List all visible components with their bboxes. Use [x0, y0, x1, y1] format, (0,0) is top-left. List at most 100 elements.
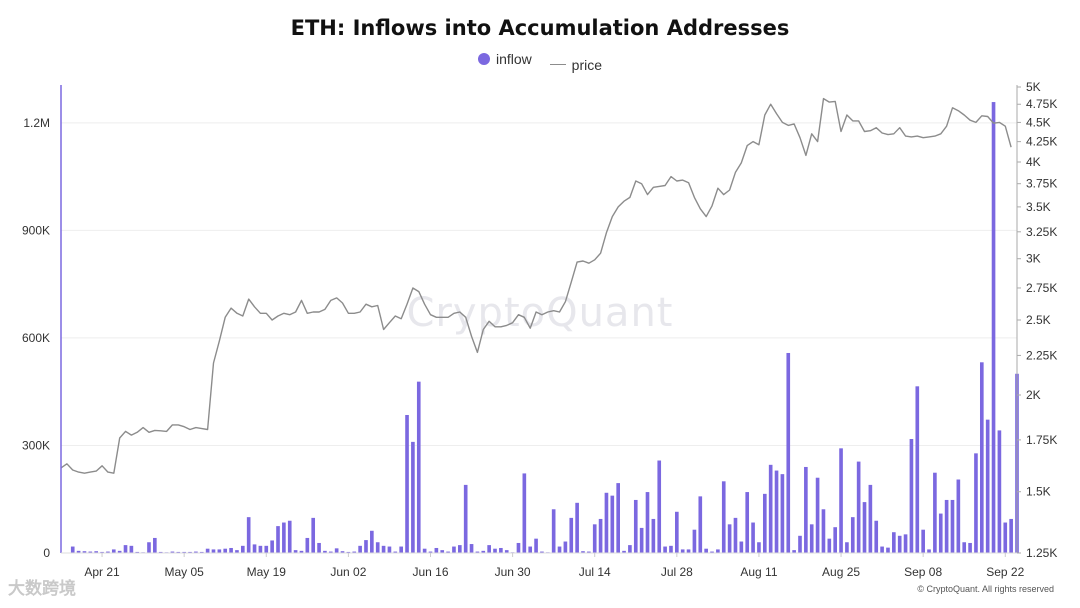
inflow-bar [657, 460, 662, 553]
inflow-bar [199, 551, 204, 553]
legend-price-line-icon [549, 64, 566, 65]
inflow-bar [921, 529, 925, 553]
inflow-bar [669, 545, 673, 553]
x-tick-label: Jun 30 [495, 565, 531, 579]
inflow-bar [276, 526, 280, 553]
inflow-bar [663, 546, 667, 553]
inflow-bar [897, 535, 902, 553]
right-tick-label: 3K [1026, 252, 1041, 266]
x-tick-label: Jun 02 [330, 565, 366, 579]
inflow-bar [745, 492, 750, 553]
inflow-bar [933, 472, 937, 553]
inflow-bar [153, 537, 157, 553]
inflow-bar [475, 551, 480, 553]
right-tick-label: 4.25K [1026, 135, 1057, 149]
inflow-bar [686, 549, 691, 553]
inflow-bar [692, 529, 697, 553]
inflow-bar [780, 474, 785, 553]
footer-logo: 大数跨境 [8, 579, 76, 599]
inflow-bar [792, 550, 796, 553]
inflow-bar [704, 548, 708, 553]
inflow-bar [868, 484, 873, 553]
right-tick-label: 2K [1026, 388, 1041, 402]
inflow-bar [440, 550, 445, 553]
inflow-bar [516, 542, 521, 553]
inflow-bar [710, 551, 714, 553]
inflow-bar [493, 548, 497, 553]
inflow-bar [804, 466, 808, 553]
inflow-bar [340, 551, 345, 553]
inflow-bar [358, 545, 362, 553]
inflow-bar [551, 509, 556, 553]
inflow-bar [123, 545, 128, 553]
inflow-bar [399, 546, 403, 553]
inflow-bar [651, 518, 656, 553]
inflow-bar [833, 527, 838, 553]
inflow-bar [223, 548, 228, 553]
inflow-bar [82, 551, 87, 553]
inflow-bar [393, 551, 398, 553]
inflow-bar [622, 550, 626, 553]
inflow-bar [956, 479, 961, 553]
inflow-bar [305, 537, 310, 553]
inflow-bar [88, 551, 93, 553]
inflow-bar [610, 495, 615, 553]
inflow-bar [721, 481, 726, 553]
inflow-bar [845, 542, 849, 553]
x-tick-label: Aug 11 [740, 565, 777, 579]
inflow-bar [716, 549, 720, 553]
inflow-bar [528, 546, 533, 553]
right-tick-label: 2.75K [1026, 281, 1057, 295]
inflow-bar [540, 551, 544, 553]
right-tick-label: 1.75K [1026, 433, 1057, 447]
inflow-bar [645, 492, 650, 553]
left-tick-label: 1.2M [23, 116, 50, 130]
inflow-bar [768, 464, 773, 553]
inflow-bar [968, 542, 972, 553]
inflow-bar [950, 499, 955, 553]
inflow-bar [176, 551, 181, 553]
inflow-bar [786, 352, 791, 553]
inflow-bar [106, 551, 110, 553]
left-axis-ticks: 0 300K 600K 900K 1.2M [22, 116, 50, 560]
inflow-bar [405, 414, 409, 553]
right-tick-label: 3.5K [1026, 200, 1051, 214]
inflow-bar [522, 473, 527, 553]
inflow-bar [504, 550, 509, 553]
price-line [60, 97, 1012, 474]
inflow-bar [194, 551, 198, 553]
inflow-bar [416, 381, 421, 553]
x-tick-label: Jun 16 [412, 565, 448, 579]
left-tick-label: 300K [22, 438, 50, 452]
inflow-bar [270, 540, 274, 553]
right-tick-label: 5K [1026, 80, 1041, 94]
legend-inflow-marker-icon [477, 53, 490, 65]
legend-item-inflow[interactable]: inflow [477, 51, 532, 67]
inflow-bar [534, 538, 538, 553]
right-axis-ticks: 1.25K 1.5K 1.75K 2K 2.25K 2.5K 2.75K 3K 3.25K 3.5… [1017, 80, 1057, 560]
inflow-bar [299, 550, 304, 553]
inflow-bar [739, 541, 744, 553]
inflow-bar [563, 541, 568, 553]
x-tick-label: Sep 22 [986, 565, 1024, 579]
inflow-bar [850, 517, 855, 553]
inflow-bar [229, 547, 233, 553]
x-tick-label: Aug 25 [822, 565, 860, 579]
inflow-bar [311, 517, 316, 553]
inflow-bar [733, 517, 738, 553]
inflow-bar [158, 551, 163, 553]
inflow-bar [452, 546, 456, 553]
inflow-bar [100, 551, 104, 553]
inflow-bar [592, 524, 597, 553]
legend-item-price[interactable]: price [549, 57, 602, 73]
inflow-bar [751, 522, 755, 553]
inflow-bar [815, 477, 820, 553]
inflow-bar [757, 542, 761, 553]
inflow-bar [639, 527, 644, 553]
inflow-bar [880, 546, 884, 553]
inflow-bar [387, 546, 392, 553]
inflow-bar [587, 551, 591, 553]
inflow-bar [727, 524, 732, 553]
inflow-bar [675, 511, 679, 553]
inflow-bar [117, 550, 122, 553]
